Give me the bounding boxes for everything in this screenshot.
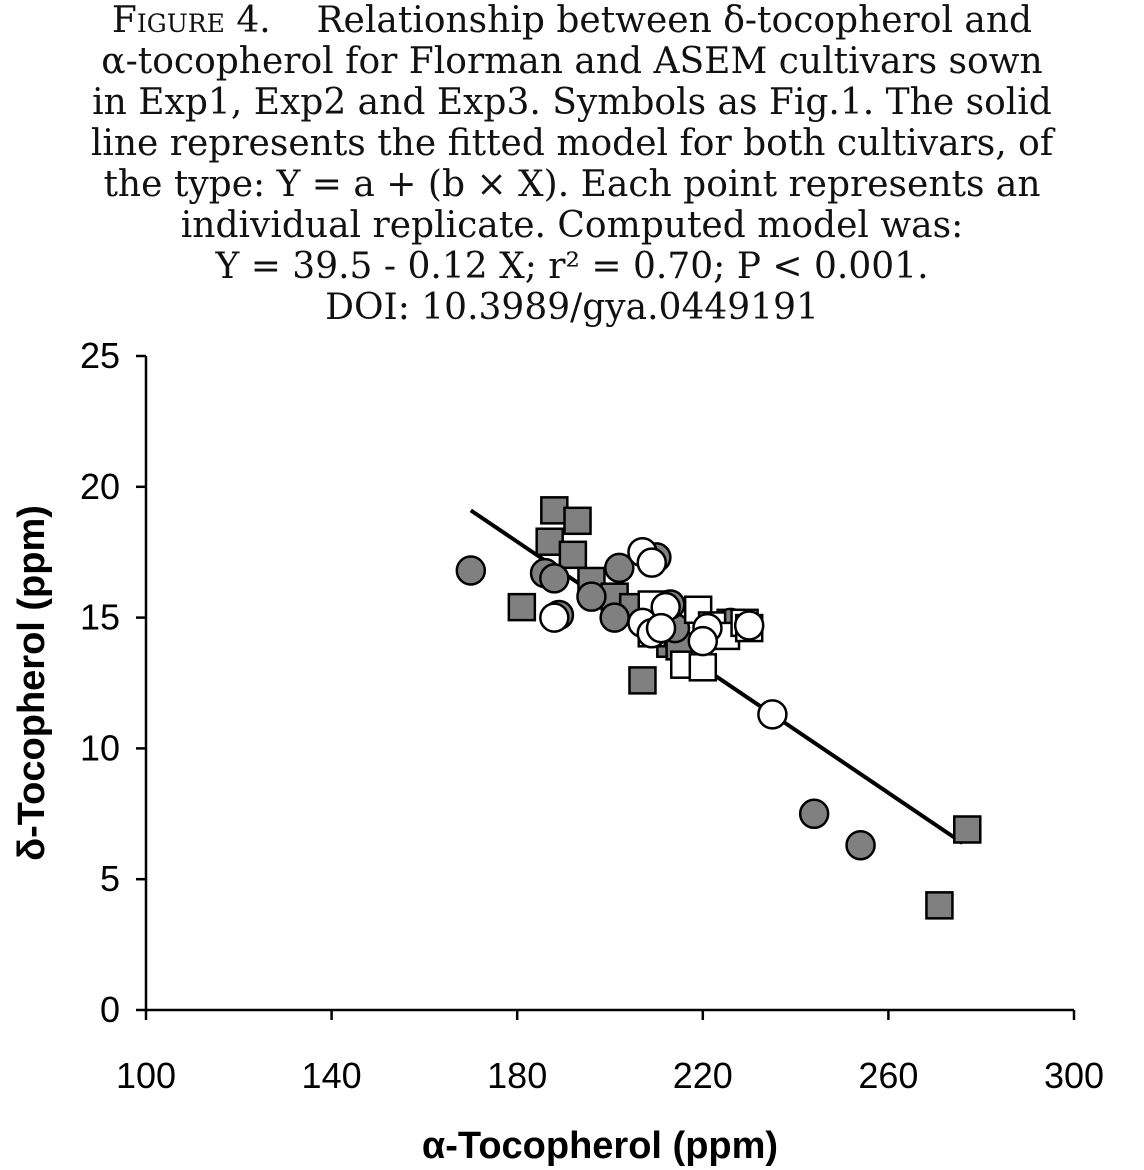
y-tick-label: 15	[80, 597, 120, 638]
y-tick-label: 25	[80, 335, 120, 376]
filled-square-point	[558, 540, 588, 570]
filled-circle-point	[599, 602, 630, 633]
caption-line-7: Y = 39.5 - 0.12 X; r² = 0.70; P < 0.001.	[215, 246, 929, 287]
y-axis-title: δ-Tocopherol (ppm)	[11, 505, 53, 861]
x-tick-label: 220	[673, 1055, 733, 1096]
filled-circle-point	[455, 555, 487, 586]
filled-circle-point	[604, 552, 635, 584]
figure-label: Figure 4.	[111, 0, 271, 41]
open-circle-point	[539, 602, 570, 633]
filled-square-point	[540, 496, 569, 525]
filled-circle-point	[845, 829, 876, 861]
caption-line-8: DOI: 10.3989/gya.0449191	[325, 287, 819, 328]
caption-line-1: Figure 4. Relationship between δ-tocophe…	[0, 0, 1144, 41]
filled-circle-point	[576, 581, 607, 612]
filled-square-point	[535, 527, 564, 556]
open-circle-point	[636, 547, 668, 578]
y-tick-label: 5	[100, 858, 120, 899]
x-tick-label: 140	[302, 1055, 362, 1096]
caption-text: Relationship between δ-tocopherol and	[316, 0, 1033, 41]
filled-square-point	[507, 592, 537, 622]
open-circle-point	[645, 612, 677, 644]
figure-caption: Figure 4. Relationship between δ-tocophe…	[0, 0, 1144, 328]
caption-line-6: individual replicate. Computed model was…	[180, 205, 964, 246]
x-tick-label: 180	[487, 1055, 547, 1096]
y-tick-label: 0	[100, 989, 120, 1030]
open-square-point	[688, 653, 718, 682]
filled-circle-point	[539, 563, 570, 594]
caption-line-3: in Exp1, Exp2 and Exp3. Symbols as Fig.1…	[92, 82, 1052, 123]
data-points	[455, 496, 982, 920]
filled-circle-point	[798, 798, 830, 830]
filled-square-point	[563, 506, 592, 536]
y-tick-label: 10	[80, 727, 120, 768]
y-tick-label: 20	[80, 466, 120, 507]
open-circle-point	[687, 625, 719, 657]
axes: 100 140 180 220 260 300 0 5 10 15 20 25	[80, 335, 1104, 1096]
x-axis-title: α-Tocopherol (ppm)	[422, 1125, 778, 1167]
caption-line-4: line represents the fitted model for bot…	[90, 123, 1054, 164]
filled-square-point	[953, 815, 982, 844]
filled-square-point	[628, 666, 657, 695]
caption-line-5: the type: Y = a + (b × X). Each point re…	[103, 164, 1041, 205]
x-tick-label: 260	[858, 1055, 918, 1096]
caption-line-2: α-tocopherol for Florman and ASEM cultiv…	[101, 41, 1043, 82]
filled-square-point	[925, 891, 954, 920]
open-circle-point	[757, 699, 788, 730]
x-tick-label: 300	[1044, 1055, 1104, 1096]
x-tick-label: 100	[116, 1055, 176, 1096]
open-circle-point	[733, 610, 765, 641]
